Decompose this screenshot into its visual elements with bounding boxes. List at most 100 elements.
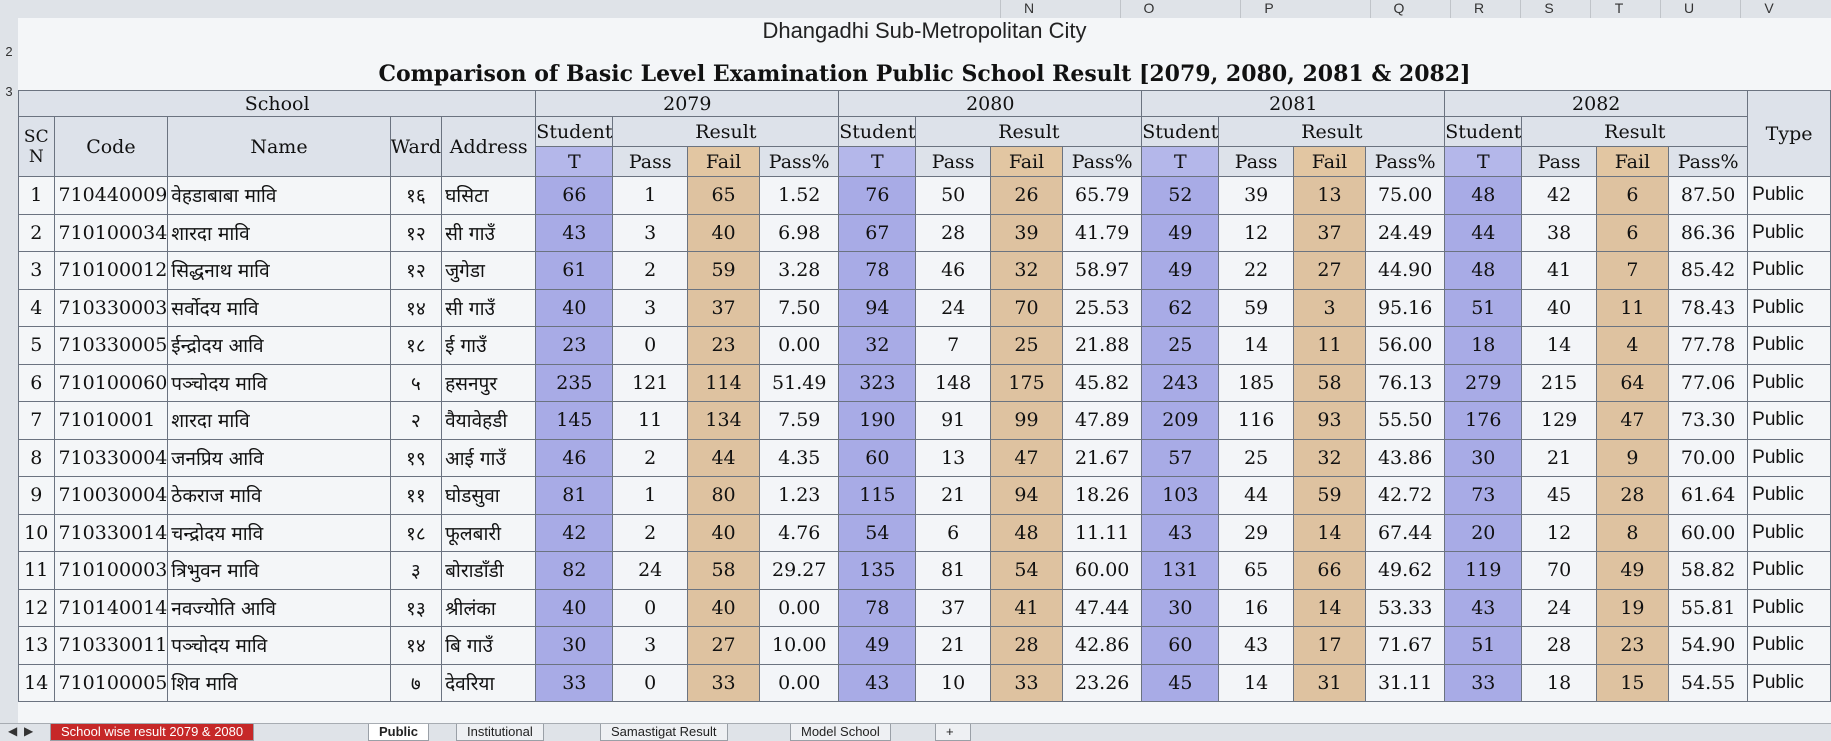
pass-pct-cell[interactable]: 18.26 [1062,476,1143,515]
address-cell[interactable]: श्रीलंका [441,588,537,627]
pass-cell[interactable]: 24 [915,288,991,327]
address-cell[interactable]: बि गाउँ [441,626,537,665]
fail-cell[interactable]: 31 [1292,663,1367,702]
total-cell[interactable]: 30 [1444,438,1523,477]
pass-cell[interactable]: 116 [1218,401,1294,440]
next-sheet-icon[interactable]: ▶ [24,724,34,738]
ward-cell[interactable]: १२ [389,213,443,252]
pass-pct-cell[interactable]: 3.28 [759,251,840,290]
fail-cell[interactable]: 23 [686,326,761,365]
total-cell[interactable]: 49 [1141,251,1220,290]
total-cell[interactable]: 25 [1141,326,1220,365]
pass-pct-cell[interactable]: 77.78 [1668,326,1749,365]
pass-pct-cell[interactable]: 23.26 [1062,663,1143,702]
type-cell[interactable]: Public [1747,438,1831,477]
fail-cell[interactable]: 15 [1595,663,1670,702]
pass-pct-cell[interactable]: 76.13 [1365,363,1446,402]
pass-pct-cell[interactable]: 29.27 [759,551,840,590]
total-cell[interactable]: 51 [1444,288,1523,327]
pass-pct-cell[interactable]: 85.42 [1668,251,1749,290]
total-cell[interactable]: 62 [1141,288,1220,327]
total-cell[interactable]: 323 [838,363,917,402]
pass-pct-cell[interactable]: 47.44 [1062,588,1143,627]
total-cell[interactable]: 60 [838,438,917,477]
code-cell[interactable]: 710440009 [53,176,169,215]
ward-cell[interactable]: १४ [389,626,443,665]
address-cell[interactable]: हसनपुर [441,363,537,402]
total-cell[interactable]: 176 [1444,401,1523,440]
ward-cell[interactable]: १९ [389,438,443,477]
fail-cell[interactable]: 40 [686,213,761,252]
code-cell[interactable]: 710100012 [53,251,169,290]
total-cell[interactable]: 45 [1141,663,1220,702]
code-cell[interactable]: 710330011 [53,626,169,665]
pass-cell[interactable]: 14 [1218,326,1294,365]
address-cell[interactable]: देवरिया [441,663,537,702]
sn-cell[interactable]: 14 [18,663,55,702]
total-cell[interactable]: 78 [838,251,917,290]
column-header[interactable]: N [1000,0,1057,18]
fail-cell[interactable]: 40 [686,513,761,552]
fail-cell[interactable]: 58 [686,551,761,590]
pass-pct-cell[interactable]: 54.55 [1668,663,1749,702]
type-cell[interactable]: Public [1747,626,1831,665]
pass-pct-cell[interactable]: 1.23 [759,476,840,515]
ward-cell[interactable]: ७ [389,663,443,702]
pass-pct-cell[interactable]: 42.86 [1062,626,1143,665]
pass-cell[interactable]: 0 [612,588,688,627]
ward-cell[interactable]: १८ [389,326,443,365]
fail-cell[interactable]: 19 [1595,588,1670,627]
pass-pct-cell[interactable]: 60.00 [1062,551,1143,590]
total-cell[interactable]: 51 [1444,626,1523,665]
address-cell[interactable]: ई गाउँ [441,326,537,365]
total-cell[interactable]: 57 [1141,438,1220,477]
total-cell[interactable]: 78 [838,588,917,627]
fail-cell[interactable]: 37 [1292,213,1367,252]
total-cell[interactable]: 135 [838,551,917,590]
fail-cell[interactable]: 59 [1292,476,1367,515]
sn-cell[interactable]: 5 [18,326,55,365]
pass-pct-cell[interactable]: 0.00 [759,326,840,365]
address-cell[interactable]: घसिटा [441,176,537,215]
ward-cell[interactable]: १८ [389,513,443,552]
pass-pct-cell[interactable]: 53.33 [1365,588,1446,627]
name-cell[interactable]: वेहडाबाबा मावि [167,176,391,215]
total-cell[interactable]: 235 [535,363,614,402]
code-cell[interactable]: 710030004 [53,476,169,515]
row-header[interactable]: 2 [5,44,13,59]
pass-pct-cell[interactable]: 0.00 [759,663,840,702]
address-cell[interactable]: घोडसुवा [441,476,537,515]
fail-cell[interactable]: 6 [1595,213,1670,252]
pass-pct-cell[interactable]: 21.67 [1062,438,1143,477]
fail-cell[interactable]: 26 [989,176,1064,215]
total-cell[interactable]: 49 [838,626,917,665]
total-cell[interactable]: 33 [1444,663,1523,702]
pass-cell[interactable]: 50 [915,176,991,215]
column-header-bar[interactable]: N O P Q R S T U V [0,0,1831,19]
fail-cell[interactable]: 44 [686,438,761,477]
pass-pct-cell[interactable]: 45.82 [1062,363,1143,402]
pass-pct-cell[interactable]: 95.16 [1365,288,1446,327]
total-cell[interactable]: 42 [535,513,614,552]
pass-pct-cell[interactable]: 1.52 [759,176,840,215]
address-cell[interactable]: सी गाउँ [441,213,537,252]
ward-cell[interactable]: १४ [389,288,443,327]
total-cell[interactable]: 94 [838,288,917,327]
pass-cell[interactable]: 28 [915,213,991,252]
total-cell[interactable]: 32 [838,326,917,365]
total-cell[interactable]: 190 [838,401,917,440]
pass-cell[interactable]: 40 [1521,288,1597,327]
total-cell[interactable]: 131 [1141,551,1220,590]
pass-pct-cell[interactable]: 42.72 [1365,476,1446,515]
pass-pct-cell[interactable]: 78.43 [1668,288,1749,327]
fail-cell[interactable]: 13 [1292,176,1367,215]
pass-pct-cell[interactable]: 65.79 [1062,176,1143,215]
address-cell[interactable]: जुगेडा [441,251,537,290]
code-cell[interactable]: 71010001 [53,401,169,440]
total-cell[interactable]: 67 [838,213,917,252]
fail-cell[interactable]: 94 [989,476,1064,515]
type-cell[interactable]: Public [1747,176,1831,215]
total-cell[interactable]: 66 [535,176,614,215]
name-cell[interactable]: चन्द्रोदय मावि [167,513,391,552]
total-cell[interactable]: 40 [535,588,614,627]
